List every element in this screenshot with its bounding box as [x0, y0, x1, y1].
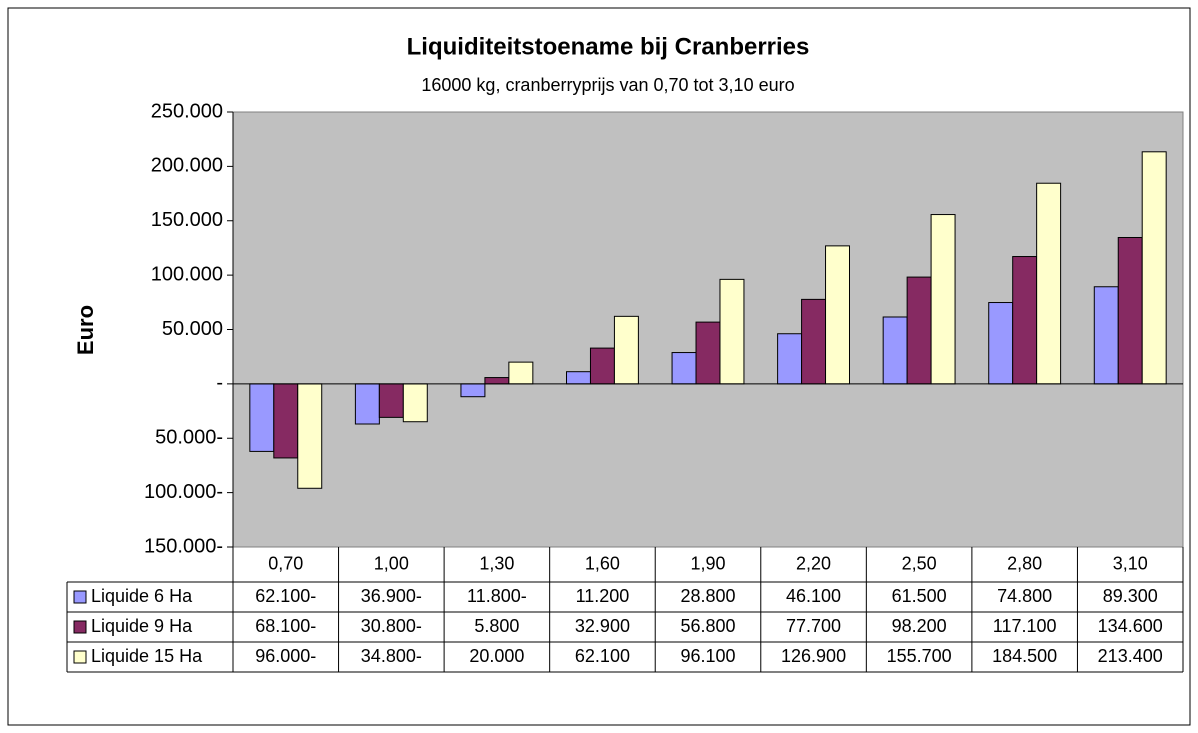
- value-label: 61.500: [892, 586, 947, 606]
- legend-swatch: [73, 650, 87, 664]
- bar: [825, 245, 850, 385]
- value-label: 32.900: [575, 616, 630, 636]
- value-label: 213.400: [1098, 646, 1163, 666]
- bar: [906, 276, 932, 385]
- value-label: 96.100: [680, 646, 735, 666]
- chart-title: Liquiditeitstoename bij Cranberries: [407, 33, 810, 60]
- value-label: 34.800-: [361, 646, 422, 666]
- value-label: 74.800: [997, 586, 1052, 606]
- value-label: 126.900: [781, 646, 846, 666]
- bar: [508, 361, 534, 385]
- bar: [1093, 286, 1119, 385]
- x-tick-label: 1,60: [585, 553, 620, 573]
- value-label: 134.600: [1098, 616, 1163, 636]
- legend-swatch: [73, 620, 87, 634]
- bar: [354, 383, 380, 425]
- bar: [930, 214, 956, 385]
- bar: [801, 298, 827, 385]
- value-label: 62.100: [575, 646, 630, 666]
- legend-swatch: [73, 590, 87, 604]
- value-label: 11.800-: [467, 586, 527, 606]
- bar: [249, 383, 275, 452]
- value-label: 46.100: [786, 586, 841, 606]
- bar: [566, 371, 591, 385]
- y-tick-label: -: [216, 372, 223, 394]
- bar: [882, 316, 908, 385]
- bar: [1012, 256, 1038, 385]
- value-label: 30.800-: [361, 616, 422, 636]
- value-label: 77.700: [786, 616, 841, 636]
- bar: [273, 383, 299, 459]
- legend-label: Liquide 15 Ha: [91, 646, 203, 666]
- value-label: 62.100-: [255, 586, 316, 606]
- chart-subtitle: 16000 kg, cranberryprijs van 0,70 tot 3,…: [421, 75, 794, 95]
- bar: [1117, 236, 1143, 385]
- y-tick-label: 200.000: [151, 155, 223, 177]
- value-label: 184.500: [992, 646, 1057, 666]
- y-tick-label: 50.000-: [155, 427, 223, 449]
- value-label: 68.100-: [255, 616, 316, 636]
- legend-label: Liquide 9 Ha: [91, 616, 193, 636]
- value-label: 5.800: [474, 616, 519, 636]
- y-tick-label: 100.000-: [144, 481, 223, 503]
- bar: [719, 278, 745, 385]
- value-label: 155.700: [887, 646, 952, 666]
- bar: [1141, 151, 1167, 385]
- bar: [1036, 182, 1062, 385]
- bar: [589, 347, 615, 385]
- y-tick-label: 50.000: [162, 318, 223, 340]
- bar: [777, 333, 803, 385]
- bar: [671, 352, 697, 385]
- value-label: 117.100: [993, 616, 1057, 636]
- value-label: 11.200: [576, 586, 630, 606]
- x-tick-label: 1,00: [374, 553, 409, 573]
- y-tick-label: 150.000: [151, 209, 223, 231]
- bar: [484, 377, 510, 385]
- bar: [378, 383, 404, 418]
- x-tick-label: 1,30: [479, 553, 514, 573]
- value-label: 98.200: [892, 616, 947, 636]
- y-tick-label: 150.000-: [144, 535, 223, 557]
- x-tick-label: 1,90: [690, 553, 725, 573]
- bar: [988, 302, 1014, 385]
- x-tick-label: 0,70: [268, 553, 303, 573]
- bar: [402, 383, 428, 423]
- x-tick-label: 3,10: [1113, 553, 1148, 573]
- y-tick-label: 250.000: [151, 100, 223, 122]
- y-axis-label: Euro: [73, 305, 98, 355]
- bar: [460, 383, 486, 398]
- legend-label: Liquide 6 Ha: [91, 586, 193, 606]
- x-tick-label: 2,50: [902, 553, 937, 573]
- bar: [695, 321, 721, 385]
- bar: [297, 383, 323, 489]
- value-label: 56.800: [680, 616, 735, 636]
- value-label: 89.300: [1103, 586, 1158, 606]
- value-label: 96.000-: [255, 646, 316, 666]
- value-label: 28.800: [680, 586, 735, 606]
- x-tick-label: 2,20: [796, 553, 831, 573]
- x-tick-label: 2,80: [1007, 553, 1042, 573]
- bar: [613, 315, 639, 385]
- value-label: 20.000: [469, 646, 524, 666]
- value-label: 36.900-: [361, 586, 422, 606]
- y-tick-label: 100.000: [151, 263, 223, 285]
